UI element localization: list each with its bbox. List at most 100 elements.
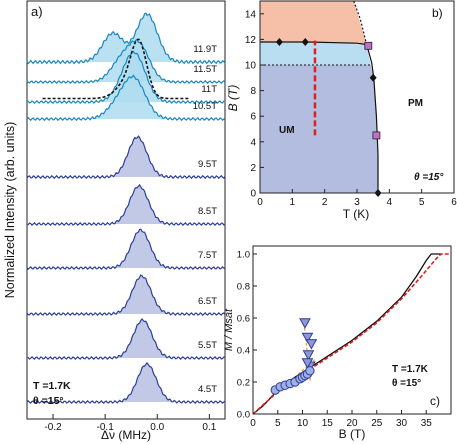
panel-a-spectra: 11.9T 11.5T 11T 10.5T 9.5T 8.5T 7.5T 6.5T 5.5T 4.…: [26, 12, 226, 404]
spectrum-area-6.5T: [27, 275, 225, 316]
panel-a-xlabel: Δν (MHz): [101, 428, 151, 442]
dotted-boundary: [353, 0, 368, 45]
triangle-marker: [299, 318, 311, 329]
panel-b-ytick-label: 10: [245, 61, 257, 72]
panel-b-markers: [275, 37, 382, 197]
panel-b-xlabel: T (K): [343, 207, 369, 221]
spectrum-area-8.5T: [27, 184, 225, 226]
panel-b-ytick-label: 2: [250, 163, 256, 174]
spectrum-label-6.5T: 6.5T: [198, 296, 217, 307]
spectrum-label-10.5T: 10.5T: [193, 101, 217, 112]
panel-c-xtick-label: 35: [421, 418, 433, 429]
panel-c-ytick-label: 0.0: [237, 410, 250, 421]
panel-b-xtick-label: 5: [419, 197, 425, 208]
panel-a-label: a): [31, 4, 43, 19]
spectrum-label-9.5T: 9.5T: [198, 159, 217, 170]
magnetization-dashed: [252, 253, 451, 415]
spectrum-line-4.5T: [26, 361, 226, 404]
panel-a-annotation-T: T =1.7K: [33, 380, 71, 392]
spectrum-line-11T: [26, 50, 226, 104]
circle-marker: [305, 366, 315, 376]
panel-c-annotation-theta: θ =15°: [392, 378, 421, 389]
spectrum-area-5.5T: [27, 319, 225, 360]
panel-b-label: b): [432, 6, 443, 20]
panel-a-annotation-theta: θ =15°: [33, 395, 64, 407]
panel-a-xtick-label: 0.0: [150, 422, 164, 433]
panel-c-xtick-label: 10: [297, 418, 309, 429]
square-marker: [372, 131, 381, 140]
spectrum-line-11.5T: [26, 39, 226, 84]
spectrum-line-10.5T: [26, 74, 226, 122]
panel-b-xtick-label: 4: [387, 197, 393, 208]
panel-c-xtick-label: 30: [396, 418, 408, 429]
triangle-marker: [301, 358, 314, 369]
spectrum-label-11T: 11T: [201, 84, 217, 95]
panel-c-xlabel: B (T): [339, 427, 366, 441]
panel-b-xtick-label: 3: [354, 197, 360, 208]
panel-b-region-pm: PM: [408, 98, 423, 109]
panel-a: a) 11.9T 11.5T 11T 10.5T 9.5T 8.5T 7.5T 6.5T 5.5…: [3, 0, 226, 442]
spectrum-line-7.5T: [26, 228, 226, 270]
panel-c-ytick-label: 1.0: [237, 250, 250, 261]
panel-b-region-um: UM: [279, 125, 295, 136]
spectrum-area-10.5T: [27, 75, 225, 121]
panel-c-xtick-label: 5: [275, 418, 281, 429]
panel-c-ytick-label: 0.2: [237, 378, 250, 389]
panel-a-dashed-reference: [42, 38, 189, 100]
spectrum-label-4.5T: 4.5T: [198, 384, 217, 395]
spectrum-label-7.5T: 7.5T: [198, 250, 217, 261]
spectrum-line-9.5T: [26, 135, 226, 180]
panel-a-xtick-label: -0.2: [44, 422, 62, 433]
spectrum-line-11.9T: [26, 12, 226, 65]
panel-b-xtick-label: 1: [290, 197, 296, 208]
diamond-marker: [275, 37, 283, 46]
panel-b-xtick-label: 0: [257, 197, 263, 208]
panel-a-frame: [26, 0, 226, 420]
guide-line-steep: [302, 317, 312, 383]
spectrum-line-5.5T: [26, 318, 226, 360]
spectrum-line-6.5T: [26, 274, 226, 316]
panel-c-ylabel: M / Msat: [223, 308, 235, 351]
phase-boundary-line: [260, 41, 379, 193]
panel-b-ytick-label: 8: [250, 86, 256, 97]
spectrum-label-8.5T: 8.5T: [198, 206, 217, 217]
panel-b-annotation: θ =15°: [414, 172, 444, 183]
panel-a-xtick-label: 0.1: [202, 422, 216, 433]
spectrum-label-5.5T: 5.5T: [198, 340, 217, 351]
diamond-marker: [369, 73, 377, 82]
spectrum-line-8.5T: [26, 183, 226, 226]
panel-b-ytick-label: 4: [250, 137, 256, 148]
panel-c-annotation-T: T =1.7K: [392, 364, 429, 375]
square-marker: [364, 41, 373, 50]
panel-c-xtick-label: 15: [322, 418, 334, 429]
diamond-marker: [301, 37, 309, 46]
region-high-field: [260, 1, 367, 45]
spectrum-area-7.5T: [27, 229, 225, 270]
panel-c-ytick-label: 0.8: [237, 282, 250, 293]
triangle-marker: [302, 350, 315, 361]
panel-b-ytick-label: 14: [245, 9, 257, 20]
panel-c: 0 5 10 15 20 25 30 35 0.0 0.2 0.4 0.6 0.8 1.0 c) T =1…: [223, 245, 452, 441]
region-um: [260, 65, 379, 193]
panel-b-xtick-label: 2: [322, 197, 328, 208]
panel-c-markers: [270, 318, 318, 395]
panel-c-label: c): [430, 394, 440, 408]
spectrum-label-11.5T: 11.5T: [193, 64, 217, 75]
panel-c-ticks: 0 5 10 15 20 25 30 35 0.0 0.2 0.4 0.6 0.8 1.0: [237, 250, 432, 430]
panel-b-ytick-label: 12: [245, 35, 257, 46]
spectrum-area-9.5T: [27, 136, 225, 179]
panel-b-lines: [260, 0, 379, 193]
panel-b-ylabel: B (T): [226, 85, 240, 112]
panel-c-xtick-label: 0: [250, 418, 256, 429]
spectrum-label-11.9T: 11.9T: [193, 44, 217, 55]
panel-c-xtick-label: 25: [371, 418, 383, 429]
panel-b-ytick-label: 0: [250, 189, 256, 200]
panel-b-xtick-label: 6: [451, 197, 457, 208]
panel-c-xtick-label: 20: [346, 418, 358, 429]
panel-c-ytick-label: 0.4: [237, 346, 250, 357]
panel-b-ytick-label: 6: [250, 112, 256, 123]
panel-a-ylabel: Normalized Intensity (arb. units): [3, 122, 17, 298]
